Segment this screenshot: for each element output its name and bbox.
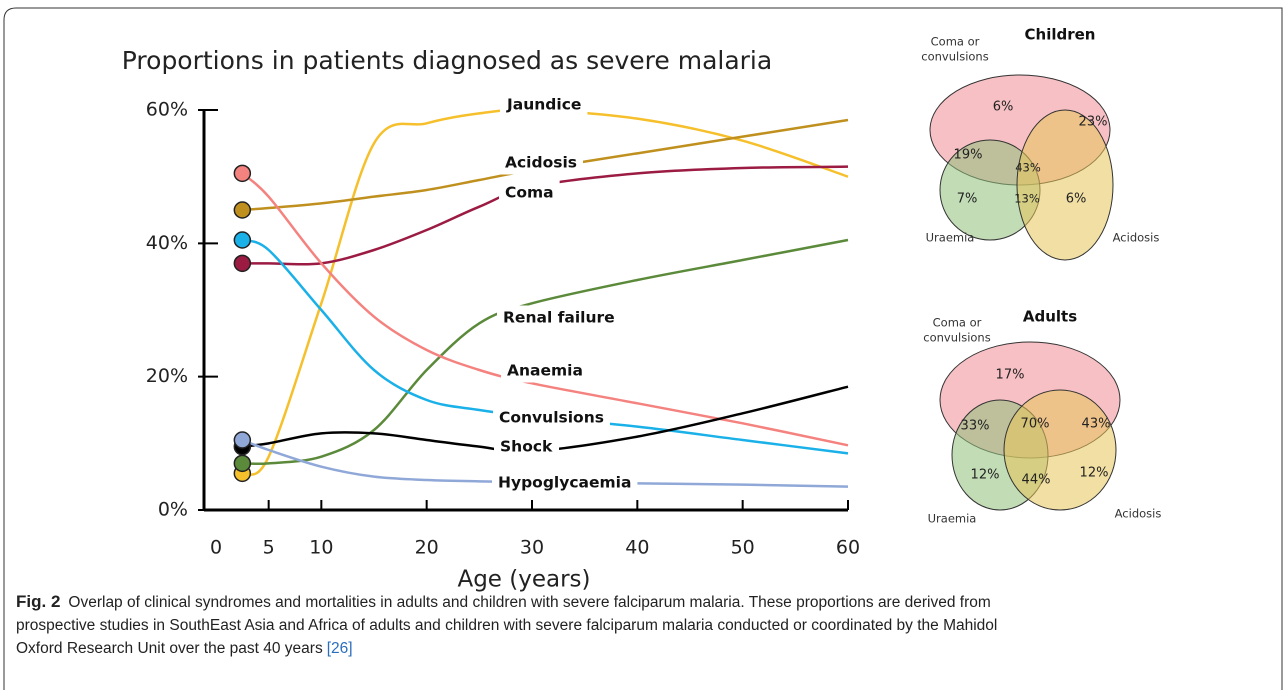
caption-line: Oxford Research Unit over the past 40 ye… (16, 640, 353, 657)
label-bg (500, 92, 588, 117)
series-label: Anaemia (507, 362, 583, 380)
venn-region: 44% (1022, 473, 1051, 488)
venn-region: 12% (1080, 466, 1109, 481)
series-line (242, 118, 849, 212)
series-label: Coma (505, 184, 554, 202)
series-label: Renal failure (503, 309, 615, 327)
venn-set-label: Uraemia (928, 512, 977, 526)
x-tick-label: 30 (520, 537, 544, 559)
series-label: Convulsions (499, 409, 604, 427)
caption-line: prospective studies in SouthEast Asia an… (16, 617, 997, 634)
series-line (241, 438, 849, 488)
series-line (241, 108, 849, 476)
y-tick-label: 60% (146, 99, 188, 121)
series-labels: Jaundice Acidosis Coma Renal failure Anaemia… (492, 92, 638, 495)
venn-title: Adults (1023, 308, 1077, 326)
series-label: Jaundice (506, 96, 581, 114)
series-line (241, 238, 849, 455)
label-bg (492, 470, 638, 495)
venn-region: 19% (954, 148, 983, 163)
venn-region: 12% (971, 468, 1000, 483)
chart-title: Proportions in patients diagnosed as sev… (122, 46, 772, 75)
series-line (242, 385, 849, 453)
venn-region: 23% (1079, 115, 1108, 130)
caption-label: Fig. 2 (16, 592, 60, 611)
series-label: Acidosis (505, 154, 577, 172)
caption-line: Fig. 2 Overlap of clinical syndromes and … (16, 592, 991, 611)
venn-set-label: Acidosis (1115, 507, 1162, 521)
venn-set-label: Uraemia (926, 231, 975, 245)
label-bg (497, 305, 621, 330)
series-line (242, 165, 849, 266)
x-tick-label: 40 (625, 537, 649, 559)
caption-text: prospective studies in SouthEast Asia an… (16, 617, 997, 634)
venn-region: 43% (1015, 161, 1041, 175)
start-marker (233, 254, 252, 273)
x-tick-label: 20 (415, 537, 439, 559)
start-marker (233, 231, 252, 249)
label-bg (493, 405, 610, 430)
venn-region: 6% (1066, 192, 1087, 207)
series-line (241, 172, 849, 447)
label-bg (499, 150, 584, 175)
series-label: Hypoglycaemia (498, 474, 631, 492)
label-bg (499, 180, 560, 205)
x-tick-label: 50 (731, 537, 755, 559)
venn-region: 13% (1014, 192, 1040, 206)
caption-text: Overlap of clinical syndromes and mortal… (68, 594, 990, 611)
x-tick-label: 0 (210, 537, 222, 559)
venn-set-label: Coma or (933, 316, 982, 330)
start-marker (233, 164, 252, 183)
series-label: Shock (500, 438, 553, 456)
start-marker (233, 201, 252, 219)
venn-region: 7% (957, 192, 978, 207)
lines (241, 108, 849, 488)
venn-region: 17% (996, 368, 1025, 383)
venn-region: 33% (961, 419, 990, 434)
venn-set (1003, 389, 1117, 511)
x-tick-label: 60 (836, 537, 860, 559)
x-tick-label: 10 (309, 537, 333, 559)
caption-ref[interactable]: [26] (327, 640, 353, 657)
venn-set (1016, 109, 1114, 261)
markers (233, 164, 252, 483)
border (3, 7, 1283, 690)
start-marker (233, 431, 252, 449)
x-tick-label: 5 (263, 537, 275, 559)
venn-set-label: Acidosis (1113, 231, 1160, 245)
y-tick-label: 20% (146, 365, 188, 387)
y-tick-label: 40% (146, 232, 188, 254)
series-line (242, 238, 849, 466)
venn-region: 6% (993, 100, 1014, 115)
venn-title: Children (1025, 26, 1096, 44)
label-bg (494, 434, 560, 459)
x-axis-label: Age (years) (457, 567, 590, 593)
venn-region: 43% (1082, 417, 1111, 432)
venn-region: 70% (1021, 417, 1050, 432)
venn-set-label: convulsions (921, 50, 988, 64)
start-marker (233, 454, 252, 473)
caption-text: Oxford Research Unit over the past 40 ye… (16, 640, 323, 657)
venn-set-label: Coma or (931, 35, 980, 49)
label-bg (501, 358, 589, 383)
y-tick-label: 0% (158, 499, 188, 521)
venn-set-label: convulsions (923, 331, 990, 345)
